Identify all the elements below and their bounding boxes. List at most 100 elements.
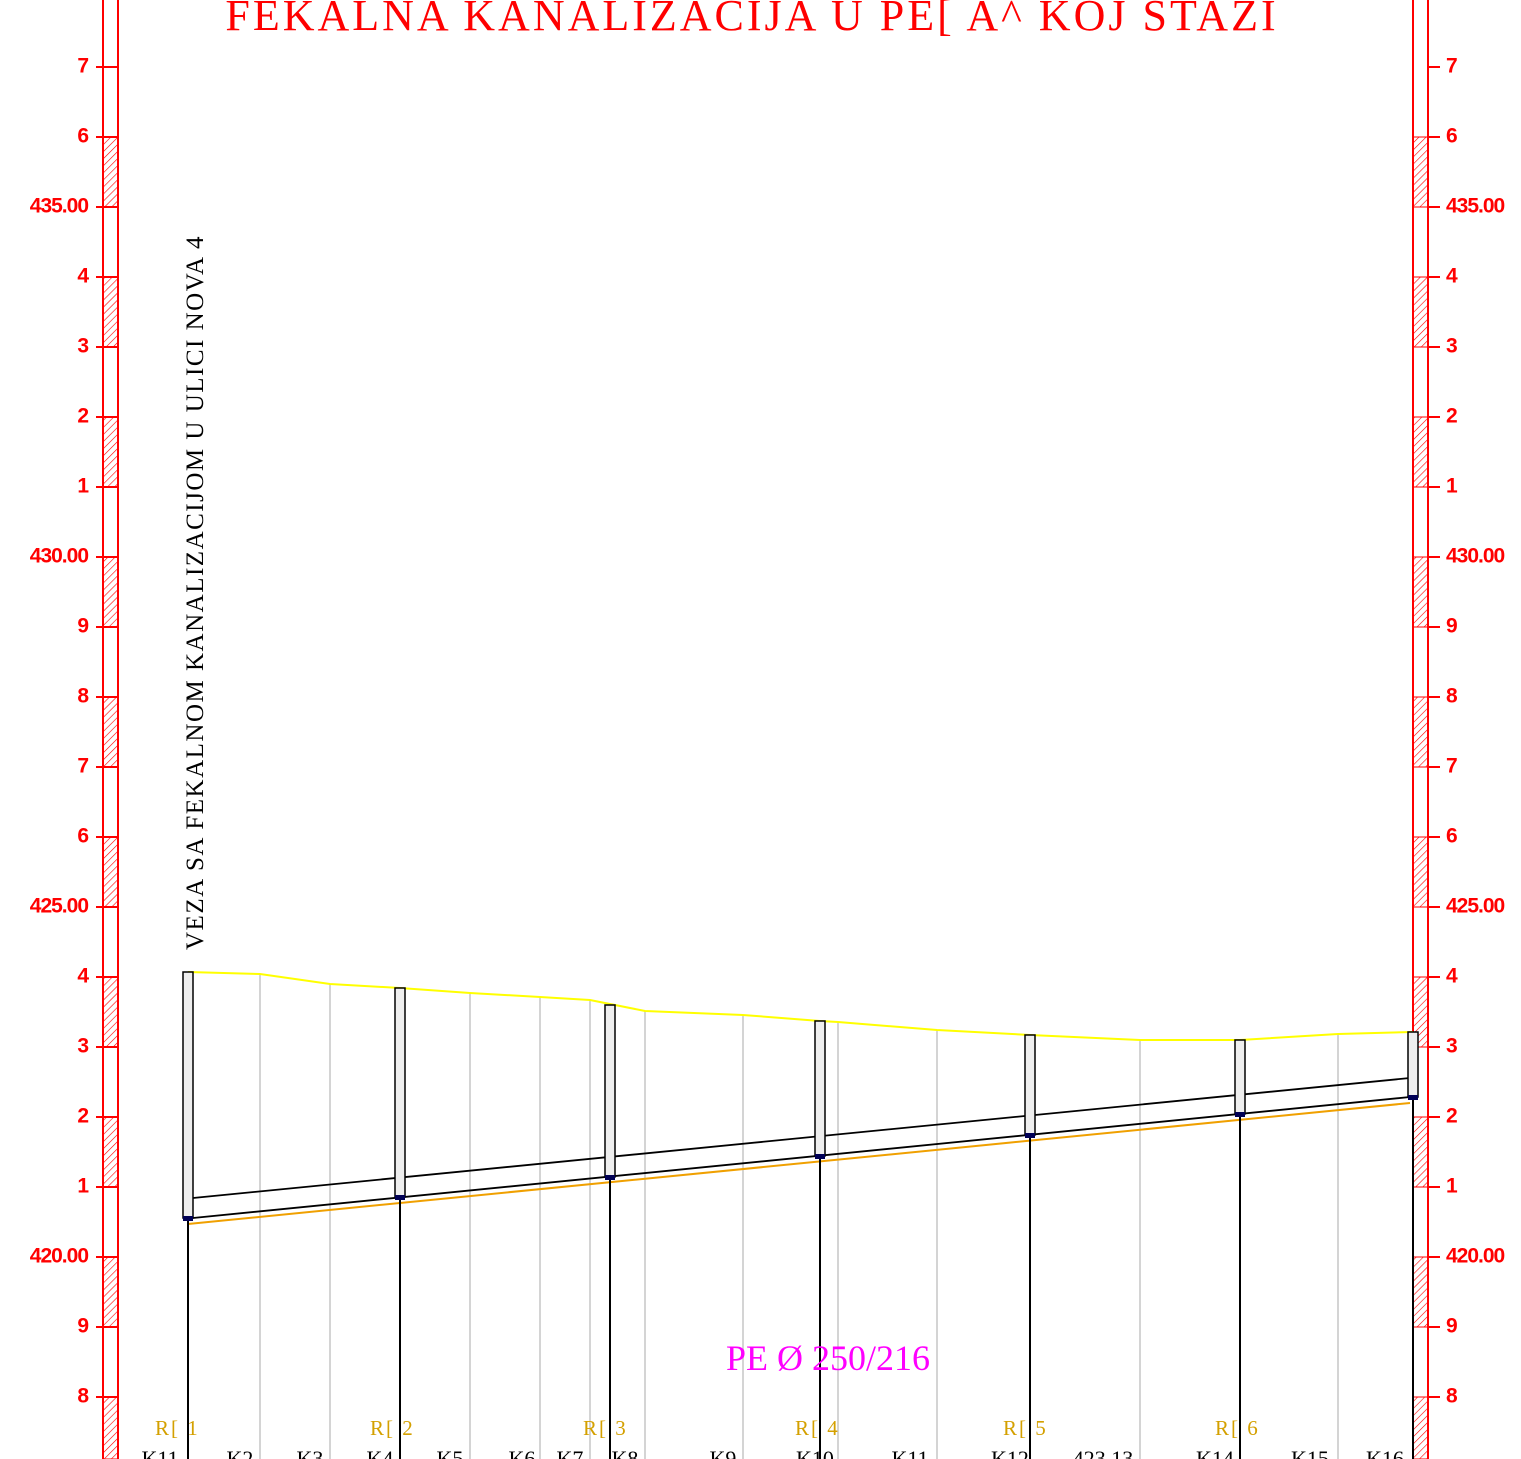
scale-label: 4 xyxy=(1446,265,1458,288)
manhole-label: R[ 3 xyxy=(583,1416,628,1440)
station-label: K11 xyxy=(891,1446,928,1459)
scale-label: 7 xyxy=(1446,755,1457,778)
manhole xyxy=(814,1020,826,1157)
manhole-label: R[ 5 xyxy=(1003,1416,1048,1440)
scale-hatch xyxy=(1412,556,1429,628)
scale-label: 1 xyxy=(77,1175,89,1198)
scale-label: 3 xyxy=(1446,1035,1457,1058)
scale-hatch xyxy=(102,1256,119,1328)
scale-label: 7 xyxy=(77,755,88,778)
scale-label: 4 xyxy=(77,965,89,988)
station-label: K5 xyxy=(437,1446,464,1459)
manhole-label: R[ 6 xyxy=(1215,1416,1260,1440)
manhole-invert xyxy=(1408,1095,1418,1100)
scale-hatch xyxy=(102,976,119,1048)
pipe-bottom xyxy=(192,1096,1411,1219)
scale-hatch xyxy=(102,276,119,348)
station-label: K10 xyxy=(796,1446,834,1459)
terrain-line xyxy=(187,971,1414,1041)
labels: R[ 1 R[ 2 R[ 3 R[ 4 R[ 5 R[ 6 K11 K2 K3 K4 K5 K6 K7 K… xyxy=(141,1416,1403,1459)
manhole xyxy=(182,971,194,1219)
scale-label: 2 xyxy=(1446,1105,1457,1128)
scale-label: 435.00 xyxy=(1446,195,1505,218)
elevation-scales: 7 6 435.00 4 3 2 1 430.00 9 8 7 6 425.00 4 3 2 1 420.00 9 8… xyxy=(30,0,1506,1459)
station-label: K4 xyxy=(367,1446,394,1459)
scale-hatch xyxy=(102,1116,119,1188)
pipe-top xyxy=(192,1077,1411,1199)
scale-label: 7 xyxy=(1446,55,1457,78)
scale-label: 9 xyxy=(1446,615,1457,638)
scale-hatch xyxy=(102,556,119,628)
scale-label: 3 xyxy=(77,1035,88,1058)
station-label: K15 xyxy=(1291,1446,1329,1459)
scale-label: 2 xyxy=(77,405,88,428)
scale-label: 8 xyxy=(1446,685,1458,708)
scale-hatch xyxy=(102,1396,119,1459)
scale-hatch xyxy=(1412,1256,1429,1328)
station-label: K7 xyxy=(557,1446,584,1459)
manhole-invert xyxy=(1235,1112,1245,1117)
manhole-label: R[ 4 xyxy=(795,1416,840,1440)
scale-label: 1 xyxy=(77,475,89,498)
manhole xyxy=(1234,1039,1246,1115)
scale-label: 9 xyxy=(77,615,88,638)
scale-label: 9 xyxy=(77,1315,88,1338)
manhole xyxy=(1407,1031,1419,1098)
scale-label: 420.00 xyxy=(30,1245,89,1268)
manhole-invert xyxy=(395,1195,405,1200)
scale-label: 1 xyxy=(1446,475,1458,498)
scale-hatch xyxy=(1412,276,1429,348)
station-label: K9 xyxy=(710,1446,737,1459)
station-label: K16 xyxy=(1366,1446,1404,1459)
scale-label: 6 xyxy=(1446,825,1457,848)
scale-label: 7 xyxy=(77,55,88,78)
scale-hatch xyxy=(102,136,119,208)
scale-label: 8 xyxy=(77,1385,89,1408)
scale-label: 6 xyxy=(77,125,88,148)
station-label: K11 xyxy=(141,1446,178,1459)
scale-label: 2 xyxy=(77,1105,88,1128)
scale-label: 1 xyxy=(1446,1175,1458,1198)
scale-hatch xyxy=(1412,696,1429,768)
manhole-label: R[ 2 xyxy=(370,1416,415,1440)
station-label: K2 xyxy=(227,1446,254,1459)
scale-label: 430.00 xyxy=(1446,545,1505,568)
manhole xyxy=(1024,1034,1036,1136)
title: FEKALNA KANALIZACIJA U PE[ A^ KOJ STAZI xyxy=(225,0,1278,40)
scale-hatch xyxy=(1412,976,1429,1048)
station-label: 423.13 xyxy=(1073,1446,1134,1459)
scale-label: 6 xyxy=(77,825,88,848)
station-label: K14 xyxy=(1196,1446,1234,1459)
scale-hatch xyxy=(102,836,119,908)
side-note: VEZA SA FEKALNOM KANALIZACIJOM U ULICI N… xyxy=(182,235,209,950)
scale-label: 8 xyxy=(1446,1385,1458,1408)
scale-label: 9 xyxy=(1446,1315,1457,1338)
scale-label: 8 xyxy=(77,685,89,708)
scale-label: 4 xyxy=(77,265,89,288)
scale-label: 3 xyxy=(77,335,88,358)
pipe-label: PE Ø 250/216 xyxy=(726,1338,930,1378)
manhole xyxy=(604,1004,616,1178)
station-label: K8 xyxy=(612,1446,639,1459)
manhole-invert xyxy=(1025,1133,1035,1138)
station-label: K12 xyxy=(991,1446,1029,1459)
scale-label: 6 xyxy=(1446,125,1457,148)
scale-label: 3 xyxy=(1446,335,1457,358)
station-lines xyxy=(259,974,1339,1459)
scale-label: 435.00 xyxy=(30,195,89,218)
scale-hatch xyxy=(1412,836,1429,908)
scale-label: 430.00 xyxy=(30,545,89,568)
scale-label: 2 xyxy=(1446,405,1457,428)
scale-hatch xyxy=(1412,1396,1429,1459)
scale-label: 420.00 xyxy=(1446,1245,1505,1268)
scale-hatch xyxy=(102,696,119,768)
scale-hatch xyxy=(1412,1116,1429,1188)
scale-label: 4 xyxy=(1446,965,1458,988)
manholes xyxy=(182,971,1419,1459)
station-label: K3 xyxy=(297,1446,324,1459)
scale-hatch xyxy=(1412,416,1429,488)
manhole xyxy=(394,987,406,1198)
grade-line xyxy=(187,1102,1411,1225)
scale-label: 425.00 xyxy=(1446,895,1505,918)
